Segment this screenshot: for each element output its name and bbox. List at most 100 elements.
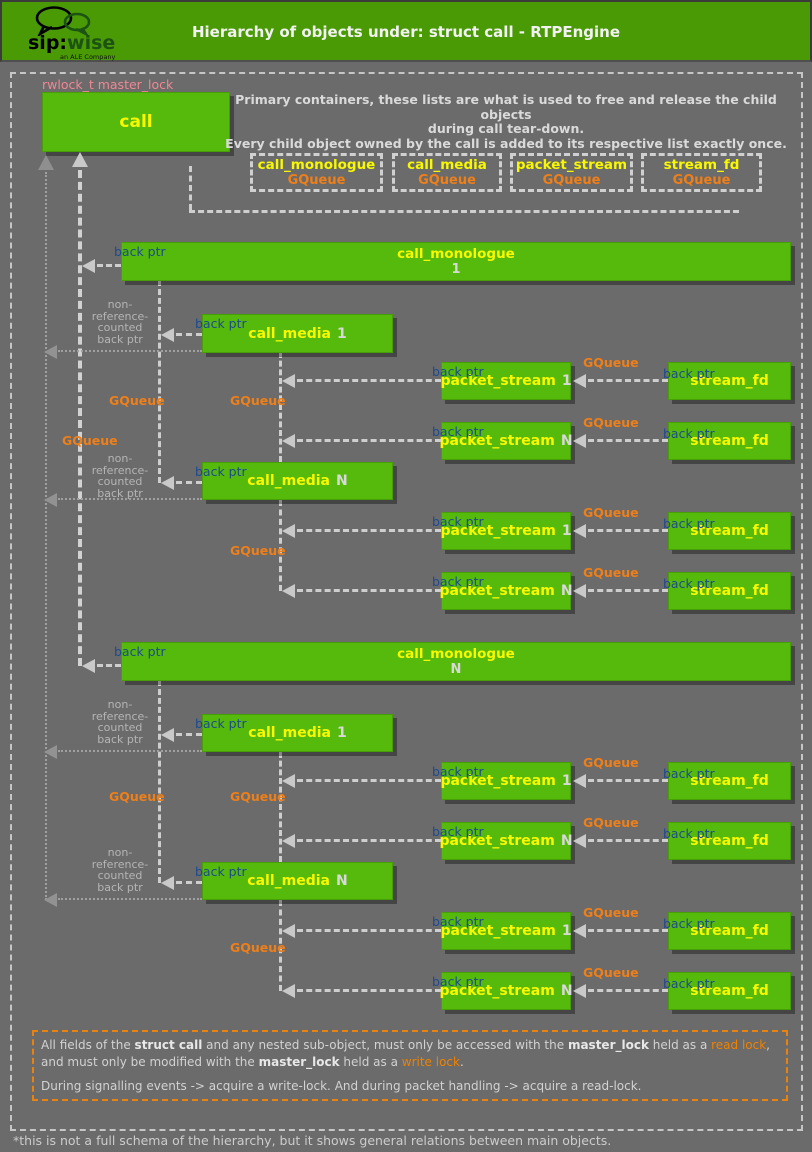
back-ptr-arrow [161,476,174,490]
back-ptr-arrow-line [97,264,121,267]
gqueue-arrow-line [588,589,668,592]
node-stream-fd-c1: stream_fd [668,762,791,800]
back-ptr-arrow-line [297,379,441,382]
non-ref-back-ptr-label: non-reference-counted back ptr [91,298,149,346]
node-call-media-n-a: call_media N [202,462,393,500]
non-ref-arrow-line [58,750,202,752]
node-packet-stream-n-b: packet_stream N [439,572,573,610]
back-ptr-arrow-line [297,589,441,592]
gqueue-label: GQueue [583,415,639,430]
gqueue-arrow [573,774,586,788]
gqueue-label: GQueue [230,789,286,804]
gqueue-line-monologue1-medias [158,280,161,483]
back-ptr-label: back ptr [195,464,247,479]
lock-note-line3: During signalling events -> acquire a wr… [41,1079,642,1093]
node-stream-fd-a1: stream_fd [668,362,791,400]
back-ptr-arrow [282,984,295,998]
back-ptr-arrow-line [297,839,441,842]
node-packet-stream-1-d: packet_stream 1 [440,912,572,950]
gqueue-arrow [573,584,586,598]
back-ptr-label: back ptr [432,824,484,839]
gqueue-label: GQueue [583,355,639,370]
back-ptr-arrow [161,728,174,742]
back-ptr-arrow [282,374,295,388]
gqueue-arrow [573,374,586,388]
primary-containers-note: Primary containers, these lists are what… [225,92,787,151]
back-ptr-arrow-line [297,989,441,992]
gqueue-line-media1b-streams [279,752,282,862]
back-ptr-label: back ptr [663,516,715,531]
back-ptr-arrow-line [176,733,202,736]
back-ptr-arrow [82,259,95,273]
gqueue-label: GQueue [583,905,639,920]
lock-note-box: All fields of the struct call and any ne… [32,1030,788,1101]
non-ref-arrow [44,493,57,507]
back-ptr-arrow-line [297,529,441,532]
back-ptr-label: back ptr [432,914,484,929]
node-stream-fd-c2: stream_fd [668,822,791,860]
gqueue-label: GQueue [583,565,639,580]
logo-tagline: an ALE Company [60,53,116,61]
gqueue-line-mediaNa-streams [279,500,282,591]
back-ptr-label: back ptr [663,576,715,591]
node-stream-fd-d1: stream_fd [668,912,791,950]
gqueue-line-media1a-streams [279,352,282,462]
back-ptr-arrow-line [176,881,202,884]
gqueue-label: GQueue [62,433,118,448]
lock-note-line1: All fields of the struct call and any ne… [41,1038,770,1052]
back-ptr-label: back ptr [114,244,166,259]
back-ptr-arrow [282,774,295,788]
gqueue-label: GQueue [583,505,639,520]
back-ptr-label: back ptr [432,574,484,589]
gqueue-line-mediaNb-streams [279,900,282,991]
node-call: call [42,92,230,152]
node-call-monologue-1: call_monologue 1 [121,242,791,281]
gqueue-label: GQueue [230,543,286,558]
back-ptr-arrow [161,328,174,342]
lock-note-spacer [41,1070,779,1078]
diagram-frame [10,72,803,1131]
back-ptr-label: back ptr [432,364,484,379]
node-call-media-n-b: call_media N [202,862,393,900]
non-ref-arrow-line [58,498,202,500]
gqueue-arrow [573,834,586,848]
node-packet-stream-n-c: packet_stream N [439,822,573,860]
gqueue-arrow [573,434,586,448]
gqueue-arrow-line [588,379,668,382]
gqueue-arrow-line [588,439,668,442]
gqueue-arrow-line [588,529,668,532]
back-ptr-label: back ptr [432,764,484,779]
node-packet-stream-n-d: packet_stream N [439,972,573,1010]
master-lock-label: rwlock_t master_lock [42,77,174,92]
back-ptr-label: back ptr [195,716,247,731]
non-ref-arrow-line [58,350,202,352]
non-ref-back-ptr-label: non-reference-counted back ptr [91,698,149,746]
speech-bubbles-icon [35,6,91,36]
node-call-monologue-n: call_monologue N [121,642,791,681]
container-call-media-gqueue: call_media GQueue [392,153,502,192]
back-ptr-arrow [282,524,295,538]
back-ptr-label: back ptr [663,766,715,781]
back-ptr-arrow-line [176,333,202,336]
non-ref-back-ptr-label: non-reference-counted back ptr [91,452,149,500]
page-title: Hierarchy of objects under: struct call … [191,23,621,41]
back-ptr-label: back ptr [663,916,715,931]
back-ptr-rail [78,170,82,666]
node-packet-stream-1-c: packet_stream 1 [440,762,572,800]
gqueue-arrow-line [588,839,668,842]
gqueue-label: GQueue [109,789,165,804]
logo-wordmark: sip:wise [28,32,116,54]
container-call-monologue-gqueue: call_monologue GQueue [250,153,383,192]
non-ref-back-ptr-label: non-reference-counted back ptr [91,846,149,894]
back-ptr-label: back ptr [663,976,715,991]
back-ptr-arrow [82,659,95,673]
gqueue-arrow [573,924,586,938]
lock-note-line2: and must only be modified with the maste… [41,1054,464,1069]
node-stream-fd-a2: stream_fd [668,422,791,460]
non-ref-back-ptr-rail [45,172,47,900]
node-stream-fd-b2: stream_fd [668,572,791,610]
container-stream-fd-gqueue: stream_fd GQueue [641,153,762,192]
back-ptr-arrow-line [176,481,202,484]
non-ref-arrow [44,893,57,907]
